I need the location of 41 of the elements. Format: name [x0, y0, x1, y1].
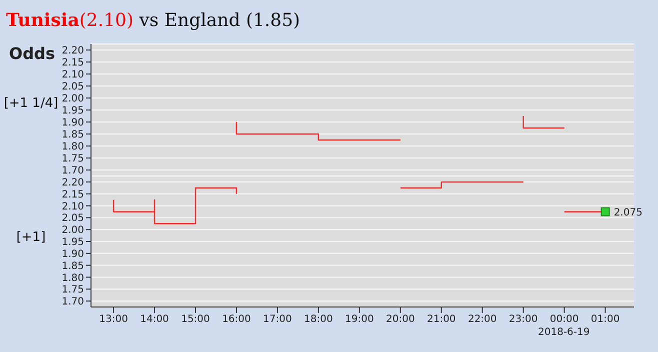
x-tick-label: 13:00: [99, 314, 128, 326]
x-tick-label: 20:00: [386, 314, 415, 326]
y-tick-label: 1.95: [62, 237, 84, 248]
y-tick-label: 2.00: [62, 225, 84, 236]
y-axis-title: [+1 1/4]: [2, 96, 60, 111]
y-tick-label: 2.10: [62, 70, 84, 81]
y-tick-label: 2.00: [62, 94, 84, 105]
y-tick-label: 1.95: [62, 106, 84, 117]
y-tick-label: 2.05: [62, 213, 84, 224]
x-tick-label: 15:00: [181, 314, 210, 326]
text: Odds: [8, 44, 56, 63]
y-tick-label: 2.15: [62, 189, 84, 200]
text: 2018-6-19: [538, 327, 590, 338]
y-tick-label: 1.80: [62, 142, 84, 153]
x-tick-label: 22:00: [468, 314, 497, 326]
x-tick-label: 16:00: [222, 314, 251, 326]
y-tick-label: 1.75: [62, 284, 84, 296]
y-tick-label: 2.20: [62, 46, 84, 57]
y-tick-label: 1.80: [62, 272, 84, 284]
y-axis-title: [+1]: [15, 230, 47, 245]
y-tick-label: 1.70: [62, 296, 84, 308]
y-tick-label: 2.05: [62, 82, 84, 93]
x-tick-label: 00:00: [550, 314, 579, 326]
y-tick-label: 1.90: [62, 118, 84, 129]
x-tick-label: 19:00: [345, 314, 374, 326]
y-tick-label: 2.20: [62, 178, 84, 189]
x-tick-label: 21:00: [426, 314, 456, 326]
y-tick-label: 1.70: [62, 166, 84, 177]
x-tick-label: 14:00: [140, 314, 169, 326]
x-tick-label: 01:00: [590, 314, 620, 326]
y-tick-label: 1.85: [62, 130, 84, 141]
chart-title: Tunisia(2.10) vs England (1.85): [6, 10, 300, 31]
x-tick-label: 18:00: [304, 314, 333, 326]
y-tick-label: 2.10: [62, 201, 84, 212]
x-tick-label: 23:00: [508, 314, 538, 326]
y-tick-label: 1.75: [62, 154, 84, 165]
data-label: 2.075: [614, 207, 642, 218]
y-tick-label: 1.85: [62, 260, 84, 272]
y-tick-label: 2.15: [62, 58, 84, 69]
x-tick-label: 17:00: [263, 314, 292, 326]
y-tick-label: 1.90: [62, 248, 84, 260]
